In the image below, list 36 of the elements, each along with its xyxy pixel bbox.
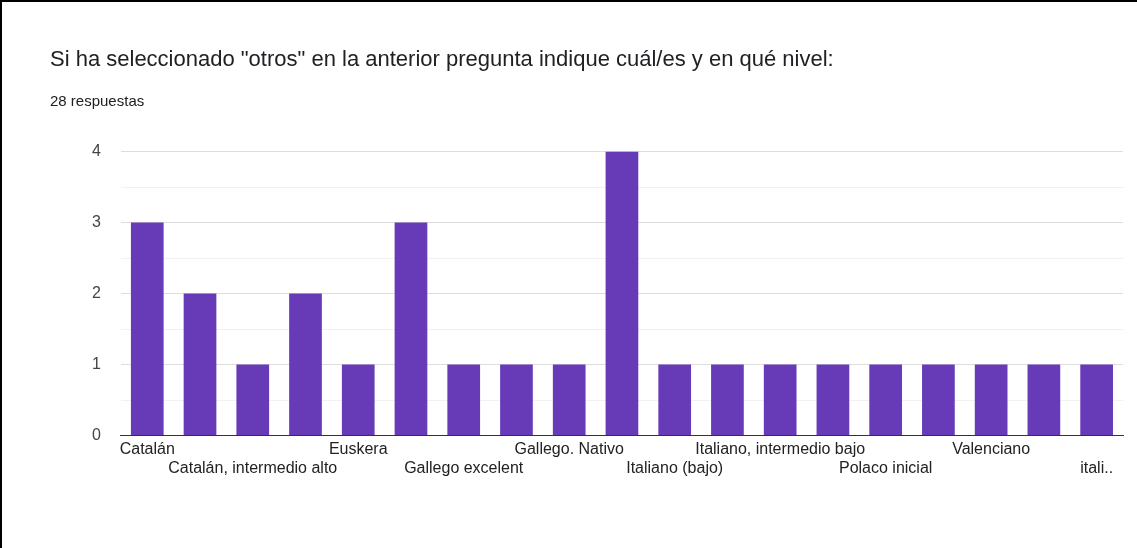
bar bbox=[394, 222, 428, 436]
bar bbox=[816, 364, 850, 436]
x-tick-label: Polaco inicial bbox=[838, 458, 933, 476]
y-tick-label: 4 bbox=[91, 142, 101, 160]
y-tick-label: 1 bbox=[91, 355, 101, 373]
x-tick-label: Euskera bbox=[328, 439, 388, 457]
y-tick-label: 2 bbox=[91, 284, 101, 302]
bar bbox=[289, 293, 322, 436]
x-tick-label: itali.. bbox=[1080, 458, 1114, 476]
bar bbox=[500, 364, 533, 436]
x-tick-label: Catalán, intermedio alto bbox=[168, 458, 338, 476]
x-tick-label: Catalán bbox=[119, 439, 175, 457]
bar bbox=[605, 151, 639, 436]
bar bbox=[711, 364, 744, 436]
bar bbox=[183, 293, 217, 436]
x-tick-label: Italiano (bajo) bbox=[626, 458, 724, 476]
bar bbox=[658, 364, 692, 436]
bar bbox=[552, 364, 586, 436]
bar bbox=[869, 364, 903, 436]
bar bbox=[1027, 364, 1061, 436]
bar bbox=[130, 222, 164, 436]
bar bbox=[1080, 364, 1113, 436]
y-tick-label: 3 bbox=[91, 213, 101, 231]
bar bbox=[236, 364, 270, 436]
x-tick-label: Gallego excelent bbox=[404, 458, 524, 476]
x-tick-label: Italiano, intermedio bajo bbox=[695, 439, 866, 457]
y-tick-label: 0 bbox=[91, 426, 101, 444]
chart-subtitle: 28 respuestas bbox=[50, 92, 145, 109]
x-tick-label: Valenciano bbox=[952, 439, 1031, 457]
bar bbox=[447, 364, 481, 436]
bar bbox=[922, 364, 955, 436]
bar bbox=[974, 364, 1008, 436]
x-tick-label: Gallego. Nativo bbox=[514, 439, 624, 457]
chart-title: Si ha seleccionado "otros" en la anterior pregunta indique cuál/es y en qué nivel: bbox=[50, 46, 834, 72]
bar bbox=[763, 364, 797, 436]
bar bbox=[341, 364, 375, 436]
